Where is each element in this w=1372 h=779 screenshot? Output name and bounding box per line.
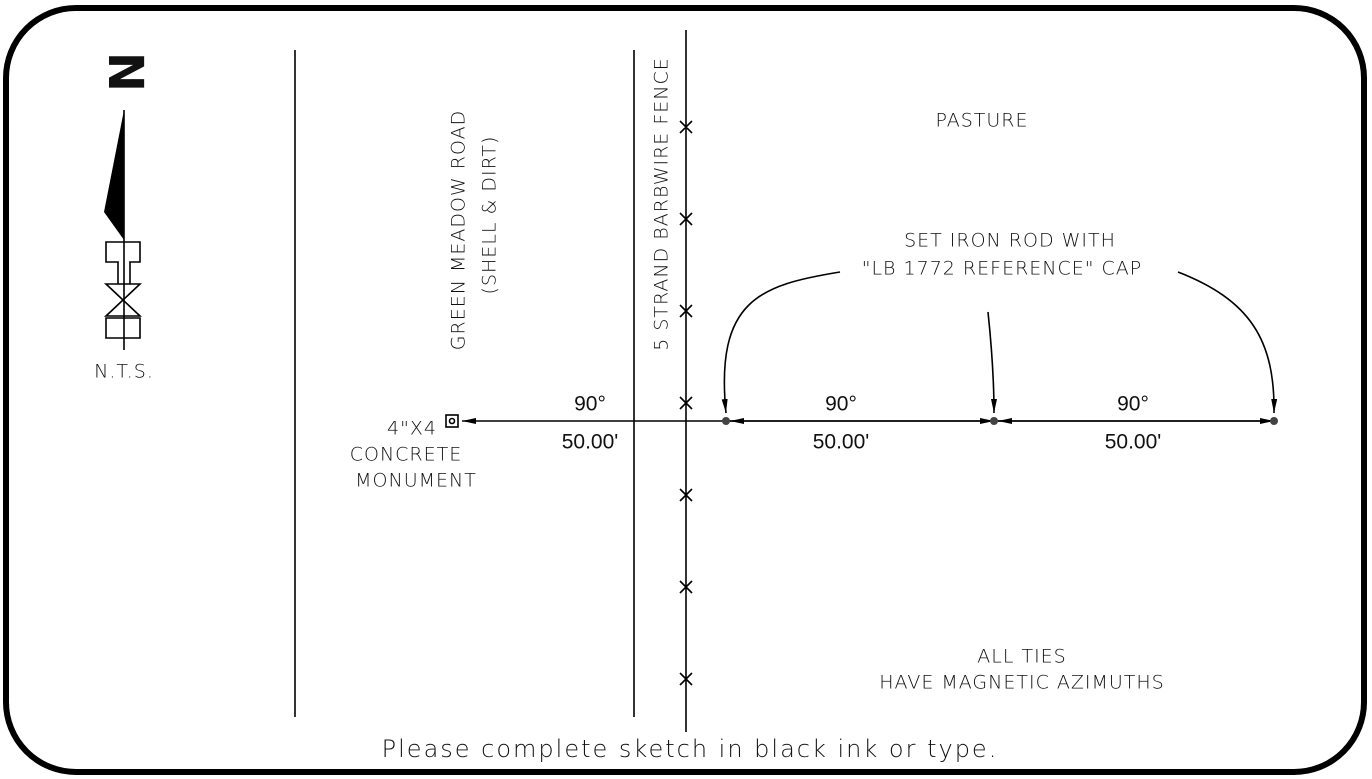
ties (462, 417, 1278, 425)
monument (445, 414, 459, 428)
rod-note: "LB 1772 REFERENCE" CAP (862, 258, 1143, 280)
area-label: PASTURE (935, 110, 1028, 132)
north-letter: N (97, 52, 153, 92)
north-arrow: N N.T.S. (94, 52, 154, 383)
fence-marks (679, 120, 693, 686)
note: HAVE MAGNETIC AZIMUTHS (879, 672, 1165, 694)
monument-label: 4"X4 (387, 418, 437, 440)
tie-distance: 50.00' (1105, 431, 1162, 454)
tie-angle: 90° (825, 393, 857, 416)
monument-label: CONCRETE (350, 444, 463, 466)
tie-angle: 90° (574, 393, 606, 416)
note: ALL TIES (977, 646, 1066, 668)
frame (3, 5, 1367, 775)
tie-distance: 50.00' (813, 431, 870, 454)
monument-label: MONUMENT (355, 470, 477, 492)
footer: Please complete sketch in black ink or t… (382, 735, 999, 763)
rod-note: SET IRON ROD WITH (904, 230, 1116, 252)
scale-note: N.T.S. (94, 361, 154, 383)
tie-angle: 90° (1117, 393, 1149, 416)
leader (721, 271, 841, 414)
road-surface: (SHELL & DIRT) (479, 136, 501, 295)
leader (1177, 271, 1278, 414)
fence-label: 5 STRAND BARBWIRE FENCE (651, 57, 673, 351)
leader (987, 311, 997, 414)
tie-distance: 50.00' (562, 431, 619, 454)
road-name: GREEN MEADOW ROAD (448, 110, 470, 350)
